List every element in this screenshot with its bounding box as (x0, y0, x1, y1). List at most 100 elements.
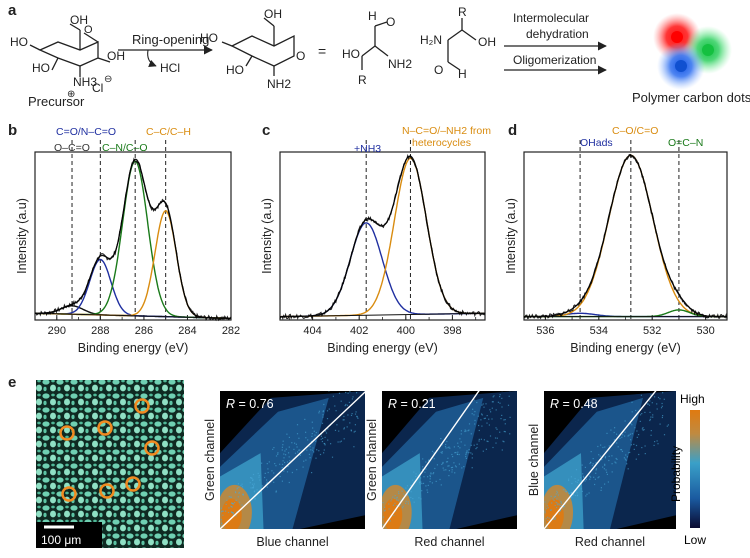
density-speck (589, 462, 591, 465)
density-speck (225, 510, 227, 512)
density-speck (425, 468, 427, 470)
density-speck (507, 387, 508, 388)
density-speck (558, 504, 560, 506)
density-speck (448, 446, 450, 448)
density-speck (441, 444, 443, 446)
density-speck (299, 449, 301, 451)
density-speck (510, 366, 511, 367)
density-speck (466, 450, 468, 452)
density-speck (555, 501, 557, 503)
density-speck (453, 446, 455, 448)
x-tick-label: 398 (443, 325, 461, 337)
density-speck (662, 415, 664, 417)
density-speck (402, 505, 404, 507)
density-speck (429, 474, 431, 477)
density-speck (480, 419, 482, 421)
density-speck (580, 477, 582, 479)
density-speck (354, 424, 356, 426)
baseline (34, 312, 232, 319)
density-speck (598, 454, 600, 456)
density-speck (465, 452, 467, 454)
density-speck (636, 436, 638, 438)
density-speck (236, 488, 238, 490)
density-speck (296, 424, 299, 426)
density-speck (445, 461, 448, 463)
density-speck (388, 508, 390, 510)
density-speck (425, 485, 427, 487)
density-speck (497, 401, 499, 403)
density-speck (430, 472, 432, 474)
density-speck (308, 453, 310, 455)
density-speck (388, 503, 390, 505)
density-speck (486, 422, 488, 424)
density-speck (331, 456, 334, 458)
atom-h-2: H (458, 67, 467, 81)
density-speck (340, 440, 342, 442)
density-speck (661, 382, 662, 383)
density-speck (288, 456, 290, 458)
density-speck (476, 446, 478, 449)
density-speck (338, 430, 340, 432)
density-speck (464, 444, 466, 446)
density-speck (458, 453, 460, 456)
density-speck (241, 504, 243, 506)
density-speck (572, 493, 575, 495)
x-tick-label: 286 (135, 325, 153, 337)
density-speck (623, 457, 625, 459)
density-speck (330, 443, 332, 445)
density-speck (639, 414, 642, 416)
panel-d-letter: d (508, 122, 518, 139)
density-speck (613, 439, 615, 441)
density-speck (285, 454, 287, 456)
density-speck (313, 451, 315, 453)
density-speck (442, 462, 444, 464)
density-speck (392, 504, 394, 506)
xps-chart-c: 404 402 400 398 Binding energy (eV) Intensity… (260, 140, 486, 355)
density-speck (405, 500, 407, 502)
density-speck (321, 440, 323, 443)
peak-label-cc-ch: C–C/C–H (146, 126, 191, 138)
atom-ho-1: HO (10, 35, 28, 49)
density-speck (628, 434, 630, 436)
density-speck (422, 458, 424, 460)
density-speck (433, 472, 435, 474)
regression-line (544, 391, 657, 529)
panel-a-letter: a (8, 2, 17, 19)
density-speck (258, 476, 260, 478)
scatter-plot: R = 0.21 Red channel Green channel (365, 366, 517, 549)
atom-oh-1: OH (70, 13, 88, 27)
density-peak-core (221, 498, 242, 529)
density-speck (600, 487, 602, 489)
density-speck (313, 430, 315, 432)
roi-marker (99, 483, 115, 499)
density-speck (288, 436, 290, 438)
peak-label-cn-co: C–N/C–O (102, 142, 148, 154)
density-speck (288, 481, 290, 484)
density-speck (356, 392, 358, 394)
density-speck (495, 427, 497, 429)
density-speck (296, 469, 298, 471)
xps-chart-b: 290 288 286 284 282 Binding energy (eV) Intens… (15, 140, 240, 355)
density-speck (608, 459, 610, 462)
density-speck (398, 491, 400, 493)
density-speck (571, 482, 573, 485)
density-speck (307, 439, 309, 441)
density-speck (439, 478, 441, 481)
density-speck (312, 427, 314, 429)
density-speck (548, 517, 550, 519)
raw-spectrum (279, 153, 486, 320)
density-speck (666, 373, 667, 374)
density-speck (281, 449, 283, 451)
density-speck (650, 394, 652, 396)
density-speck (320, 435, 322, 437)
roi-marker (144, 440, 160, 456)
density-speck (252, 479, 254, 481)
density-speck (501, 386, 502, 387)
density-speck (577, 494, 579, 496)
density-speck (429, 476, 431, 478)
density-speck (405, 495, 407, 497)
density-speck (410, 491, 412, 493)
density-speck (473, 399, 475, 401)
density-speck (556, 492, 559, 494)
density-speck (424, 471, 426, 473)
